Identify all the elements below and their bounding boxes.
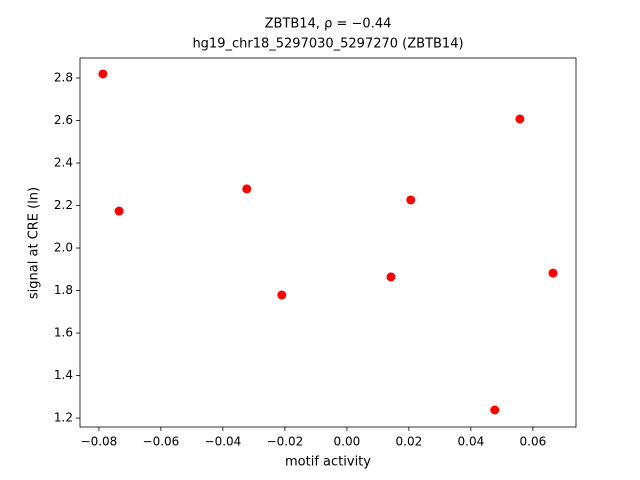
point xyxy=(490,405,500,415)
x-axis-label: motif activity xyxy=(285,455,371,470)
point xyxy=(242,184,252,194)
x-tick-label: −0.06 xyxy=(143,435,180,449)
x-tick-label: −0.04 xyxy=(205,435,242,449)
plot-frame xyxy=(79,57,577,428)
y-tick-label: 2.6 xyxy=(54,113,73,127)
x-tick-label: 0.06 xyxy=(520,435,547,449)
y-tick-label: 1.4 xyxy=(54,368,73,382)
point xyxy=(277,290,287,300)
point xyxy=(548,268,558,278)
y-tick-label: 2.0 xyxy=(54,241,73,255)
x-tick-label: 0.02 xyxy=(396,435,423,449)
x-tick-label: 0.04 xyxy=(458,435,485,449)
y-tick-label: 2.4 xyxy=(54,156,73,170)
point xyxy=(515,114,525,124)
chart-subtitle: hg19_chr18_5297030_5297270 (ZBTB14) xyxy=(192,37,463,52)
point xyxy=(98,69,108,79)
x-tick-label: −0.08 xyxy=(81,435,118,449)
y-axis-label: signal at CRE (ln) xyxy=(27,187,42,299)
y-tick-label: 2.2 xyxy=(54,198,73,212)
y-tick-label: 2.8 xyxy=(54,70,73,84)
point xyxy=(114,206,124,216)
x-tick-label: 0.00 xyxy=(334,435,361,449)
y-tick-label: 1.6 xyxy=(54,326,73,340)
point xyxy=(386,272,396,282)
y-tick-label: 1.8 xyxy=(54,283,73,297)
x-tick-label: −0.02 xyxy=(267,435,304,449)
chart-title: ZBTB14, ρ = −0.44 xyxy=(265,17,392,32)
point xyxy=(406,195,416,205)
y-tick-label: 1.2 xyxy=(54,411,73,425)
